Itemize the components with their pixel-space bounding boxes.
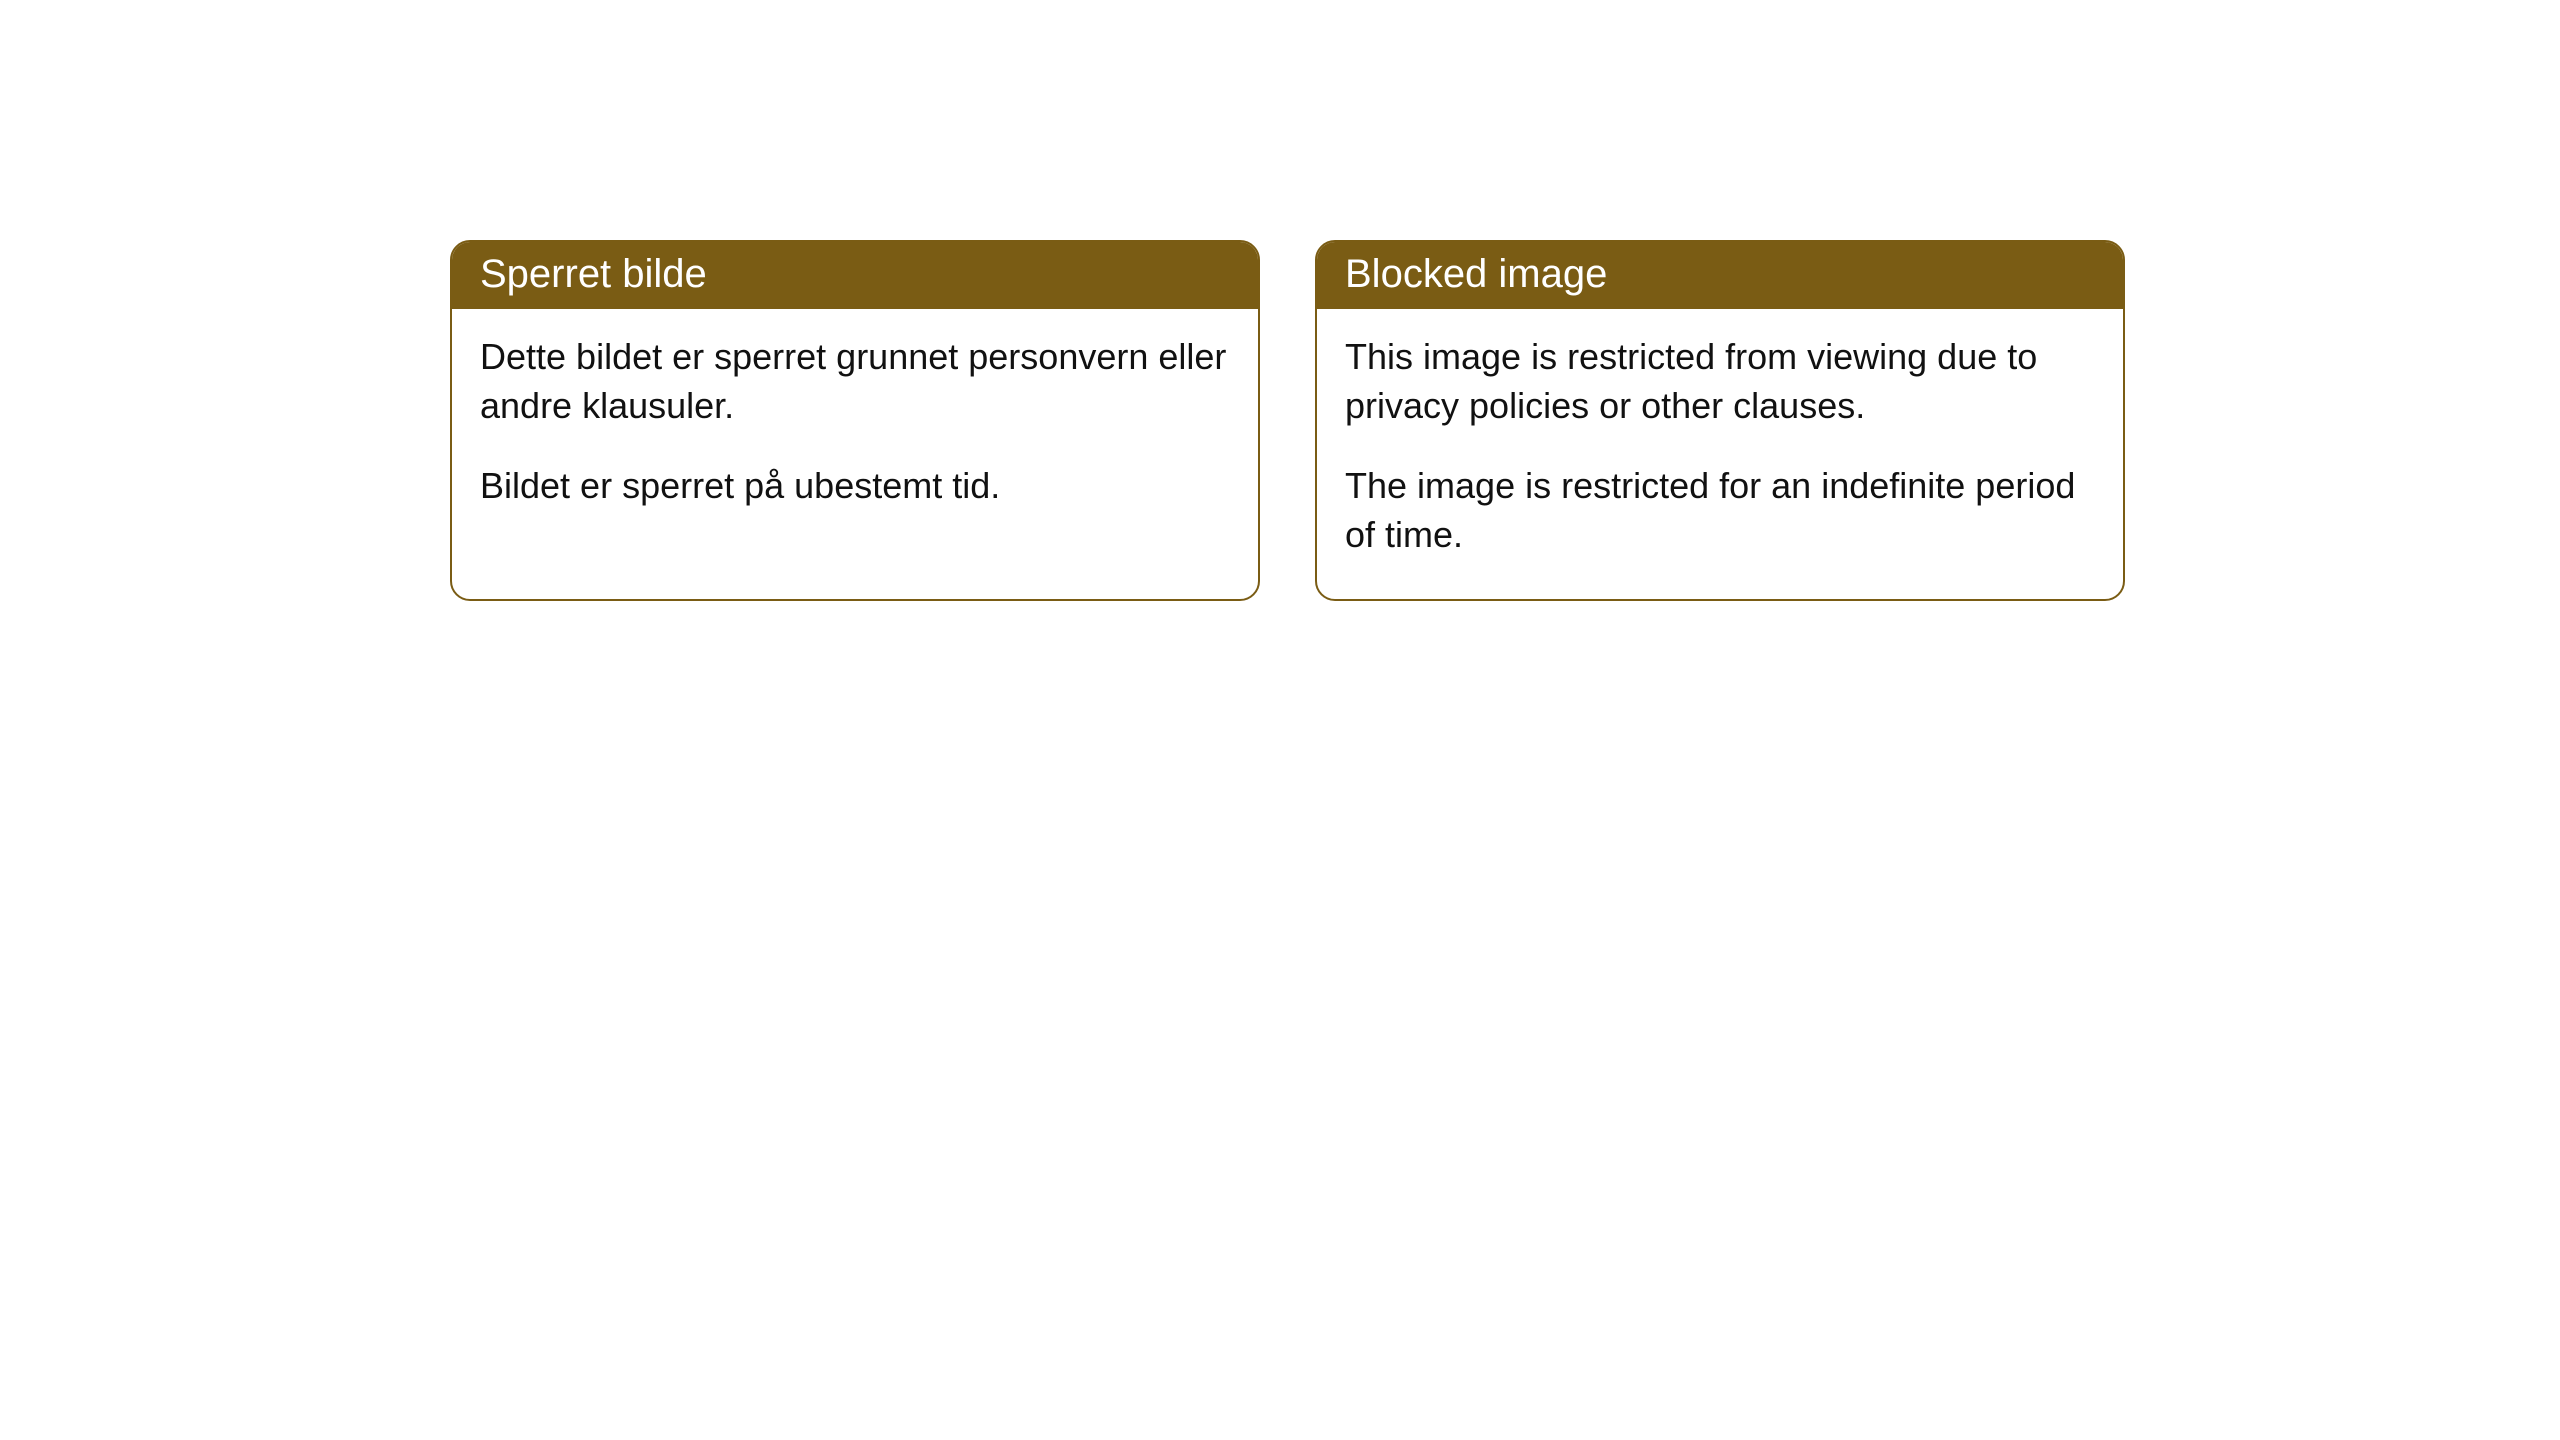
blocked-image-card-norwegian: Sperret bilde Dette bildet er sperret gr… [450,240,1260,601]
blocked-image-card-english: Blocked image This image is restricted f… [1315,240,2125,601]
card-body: This image is restricted from viewing du… [1317,309,2123,599]
notice-cards-container: Sperret bilde Dette bildet er sperret gr… [0,0,2560,601]
card-header: Sperret bilde [452,242,1258,309]
card-paragraph: Dette bildet er sperret grunnet personve… [480,333,1230,430]
card-header: Blocked image [1317,242,2123,309]
card-paragraph: This image is restricted from viewing du… [1345,333,2095,430]
card-body: Dette bildet er sperret grunnet personve… [452,309,1258,551]
card-paragraph: The image is restricted for an indefinit… [1345,462,2095,559]
card-paragraph: Bildet er sperret på ubestemt tid. [480,462,1230,511]
